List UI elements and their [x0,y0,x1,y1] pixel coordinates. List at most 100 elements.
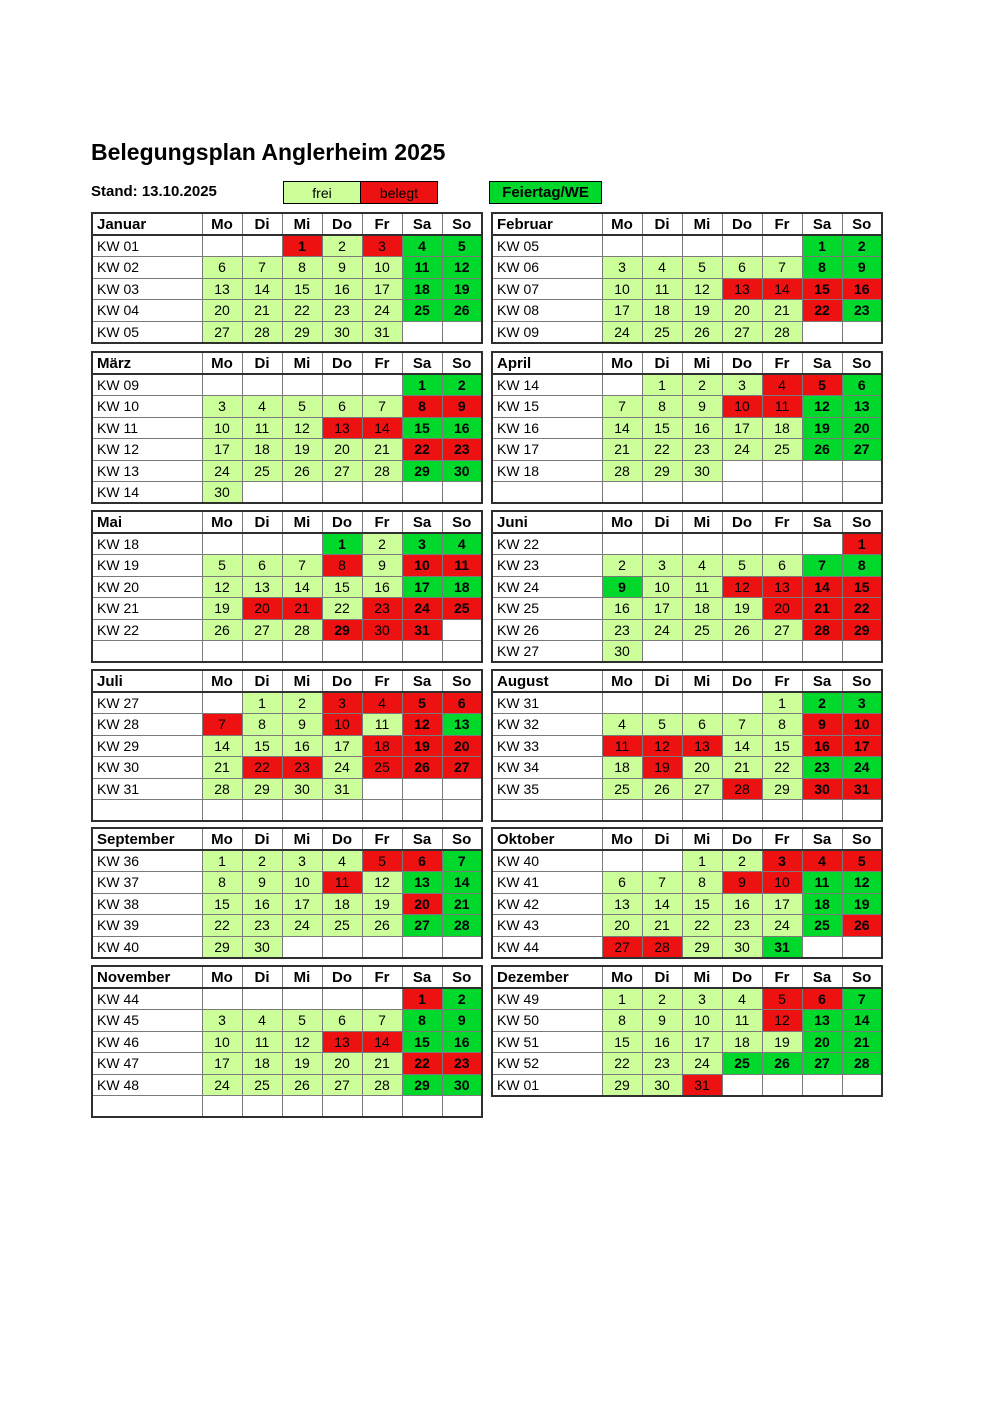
day-cell: 14 [641,892,683,915]
day-cell: 3 [201,1009,243,1032]
day-cell: 10 [201,416,243,439]
day-cell [201,532,243,555]
kw-label: KW 31 [91,777,203,800]
day-cell: 18 [641,299,683,322]
day-cell [601,799,643,822]
day-header-so: So [841,827,883,851]
kw-label: KW 36 [91,849,203,872]
kw-label: KW 47 [91,1052,203,1075]
day-cell: 4 [601,713,643,736]
kw-label: KW 40 [91,935,203,958]
day-header-mo: Mo [601,212,643,236]
kw-label: KW 32 [491,713,603,736]
day-header-sa: Sa [401,669,443,693]
day-cell: 12 [681,277,723,300]
day-header-di: Di [641,351,683,375]
day-cell [721,640,763,663]
day-header-fr: Fr [761,669,803,693]
day-header-so: So [441,827,483,851]
kw-label: KW 13 [91,459,203,482]
day-cell: 15 [241,734,283,757]
day-cell: 18 [761,416,803,439]
day-cell: 26 [281,459,323,482]
day-cell: 21 [761,299,803,322]
day-cell [241,987,283,1010]
day-cell: 17 [681,1030,723,1053]
kw-label: KW 14 [91,481,203,504]
month-table-oktober: Oktober Mo Di Mi Do Fr Sa So KW 40 1 2 3 4 5 KW 41 6 7 8 9… [491,827,883,959]
day-cell: 12 [361,871,403,894]
day-cell: 14 [761,277,803,300]
day-cell [841,799,883,822]
day-cell: 5 [841,849,883,872]
day-cell: 20 [801,1030,843,1053]
day-cell [641,691,683,714]
day-cell: 18 [801,892,843,915]
day-cell: 14 [361,416,403,439]
day-header-sa: Sa [801,212,843,236]
day-cell [841,320,883,343]
kw-label: KW 09 [491,320,603,343]
day-cell [601,691,643,714]
day-header-mi: Mi [281,212,323,236]
kw-label: KW 25 [491,597,603,620]
day-header-fr: Fr [361,965,403,989]
day-header-mo: Mo [201,965,243,989]
kw-label: KW 03 [91,277,203,300]
day-cell: 20 [401,892,443,915]
day-cell: 4 [721,987,763,1010]
day-cell: 13 [721,277,763,300]
day-cell [281,640,323,663]
day-cell: 2 [721,849,763,872]
day-cell: 18 [241,1052,283,1075]
day-cell: 14 [841,1009,883,1032]
day-cell [281,987,323,1010]
day-cell: 3 [201,395,243,418]
kw-label: KW 39 [91,914,203,937]
day-cell [281,481,323,504]
day-cell [361,799,403,822]
day-cell: 21 [201,756,243,779]
day-header-sa: Sa [401,212,443,236]
day-cell: 16 [681,416,723,439]
day-cell: 2 [241,849,283,872]
day-cell [441,935,483,958]
day-header-mo: Mo [201,827,243,851]
day-cell: 15 [681,892,723,915]
kw-label: KW 31 [491,691,603,714]
month-name: Juli [91,669,203,693]
kw-label: KW 01 [91,234,203,257]
day-cell: 6 [441,691,483,714]
day-cell [641,799,683,822]
kw-label: KW 10 [91,395,203,418]
day-cell: 15 [281,277,323,300]
month-name: April [491,351,603,375]
day-header-di: Di [641,510,683,534]
month-name: Juni [491,510,603,534]
day-cell: 24 [681,1052,723,1075]
month-name: Mai [91,510,203,534]
day-cell [361,373,403,396]
day-cell: 14 [281,575,323,598]
day-cell: 19 [641,756,683,779]
month-table-september: September Mo Di Mi Do Fr Sa So KW 36 1 2 3 4 5 6 7 KW 37… [91,827,483,959]
day-cell: 24 [281,914,323,937]
day-header-fr: Fr [361,351,403,375]
day-cell: 21 [641,914,683,937]
day-cell: 22 [761,756,803,779]
day-cell: 2 [321,234,363,257]
kw-label: KW 04 [91,299,203,322]
stand-date: Stand: 13.10.2025 [91,183,217,200]
month-table-dezember: Dezember Mo Di Mi Do Fr Sa So KW 49 1 2 3 4 5 6 7 KW 50 8… [491,965,883,1097]
day-cell: 12 [281,416,323,439]
day-cell: 13 [201,277,243,300]
day-cell: 14 [441,871,483,894]
day-cell: 27 [601,935,643,958]
day-cell: 2 [361,532,403,555]
day-cell: 27 [681,777,723,800]
day-cell: 13 [681,734,723,757]
day-cell: 29 [841,618,883,641]
day-cell: 17 [641,597,683,620]
day-cell: 25 [321,914,363,937]
day-cell: 22 [281,299,323,322]
